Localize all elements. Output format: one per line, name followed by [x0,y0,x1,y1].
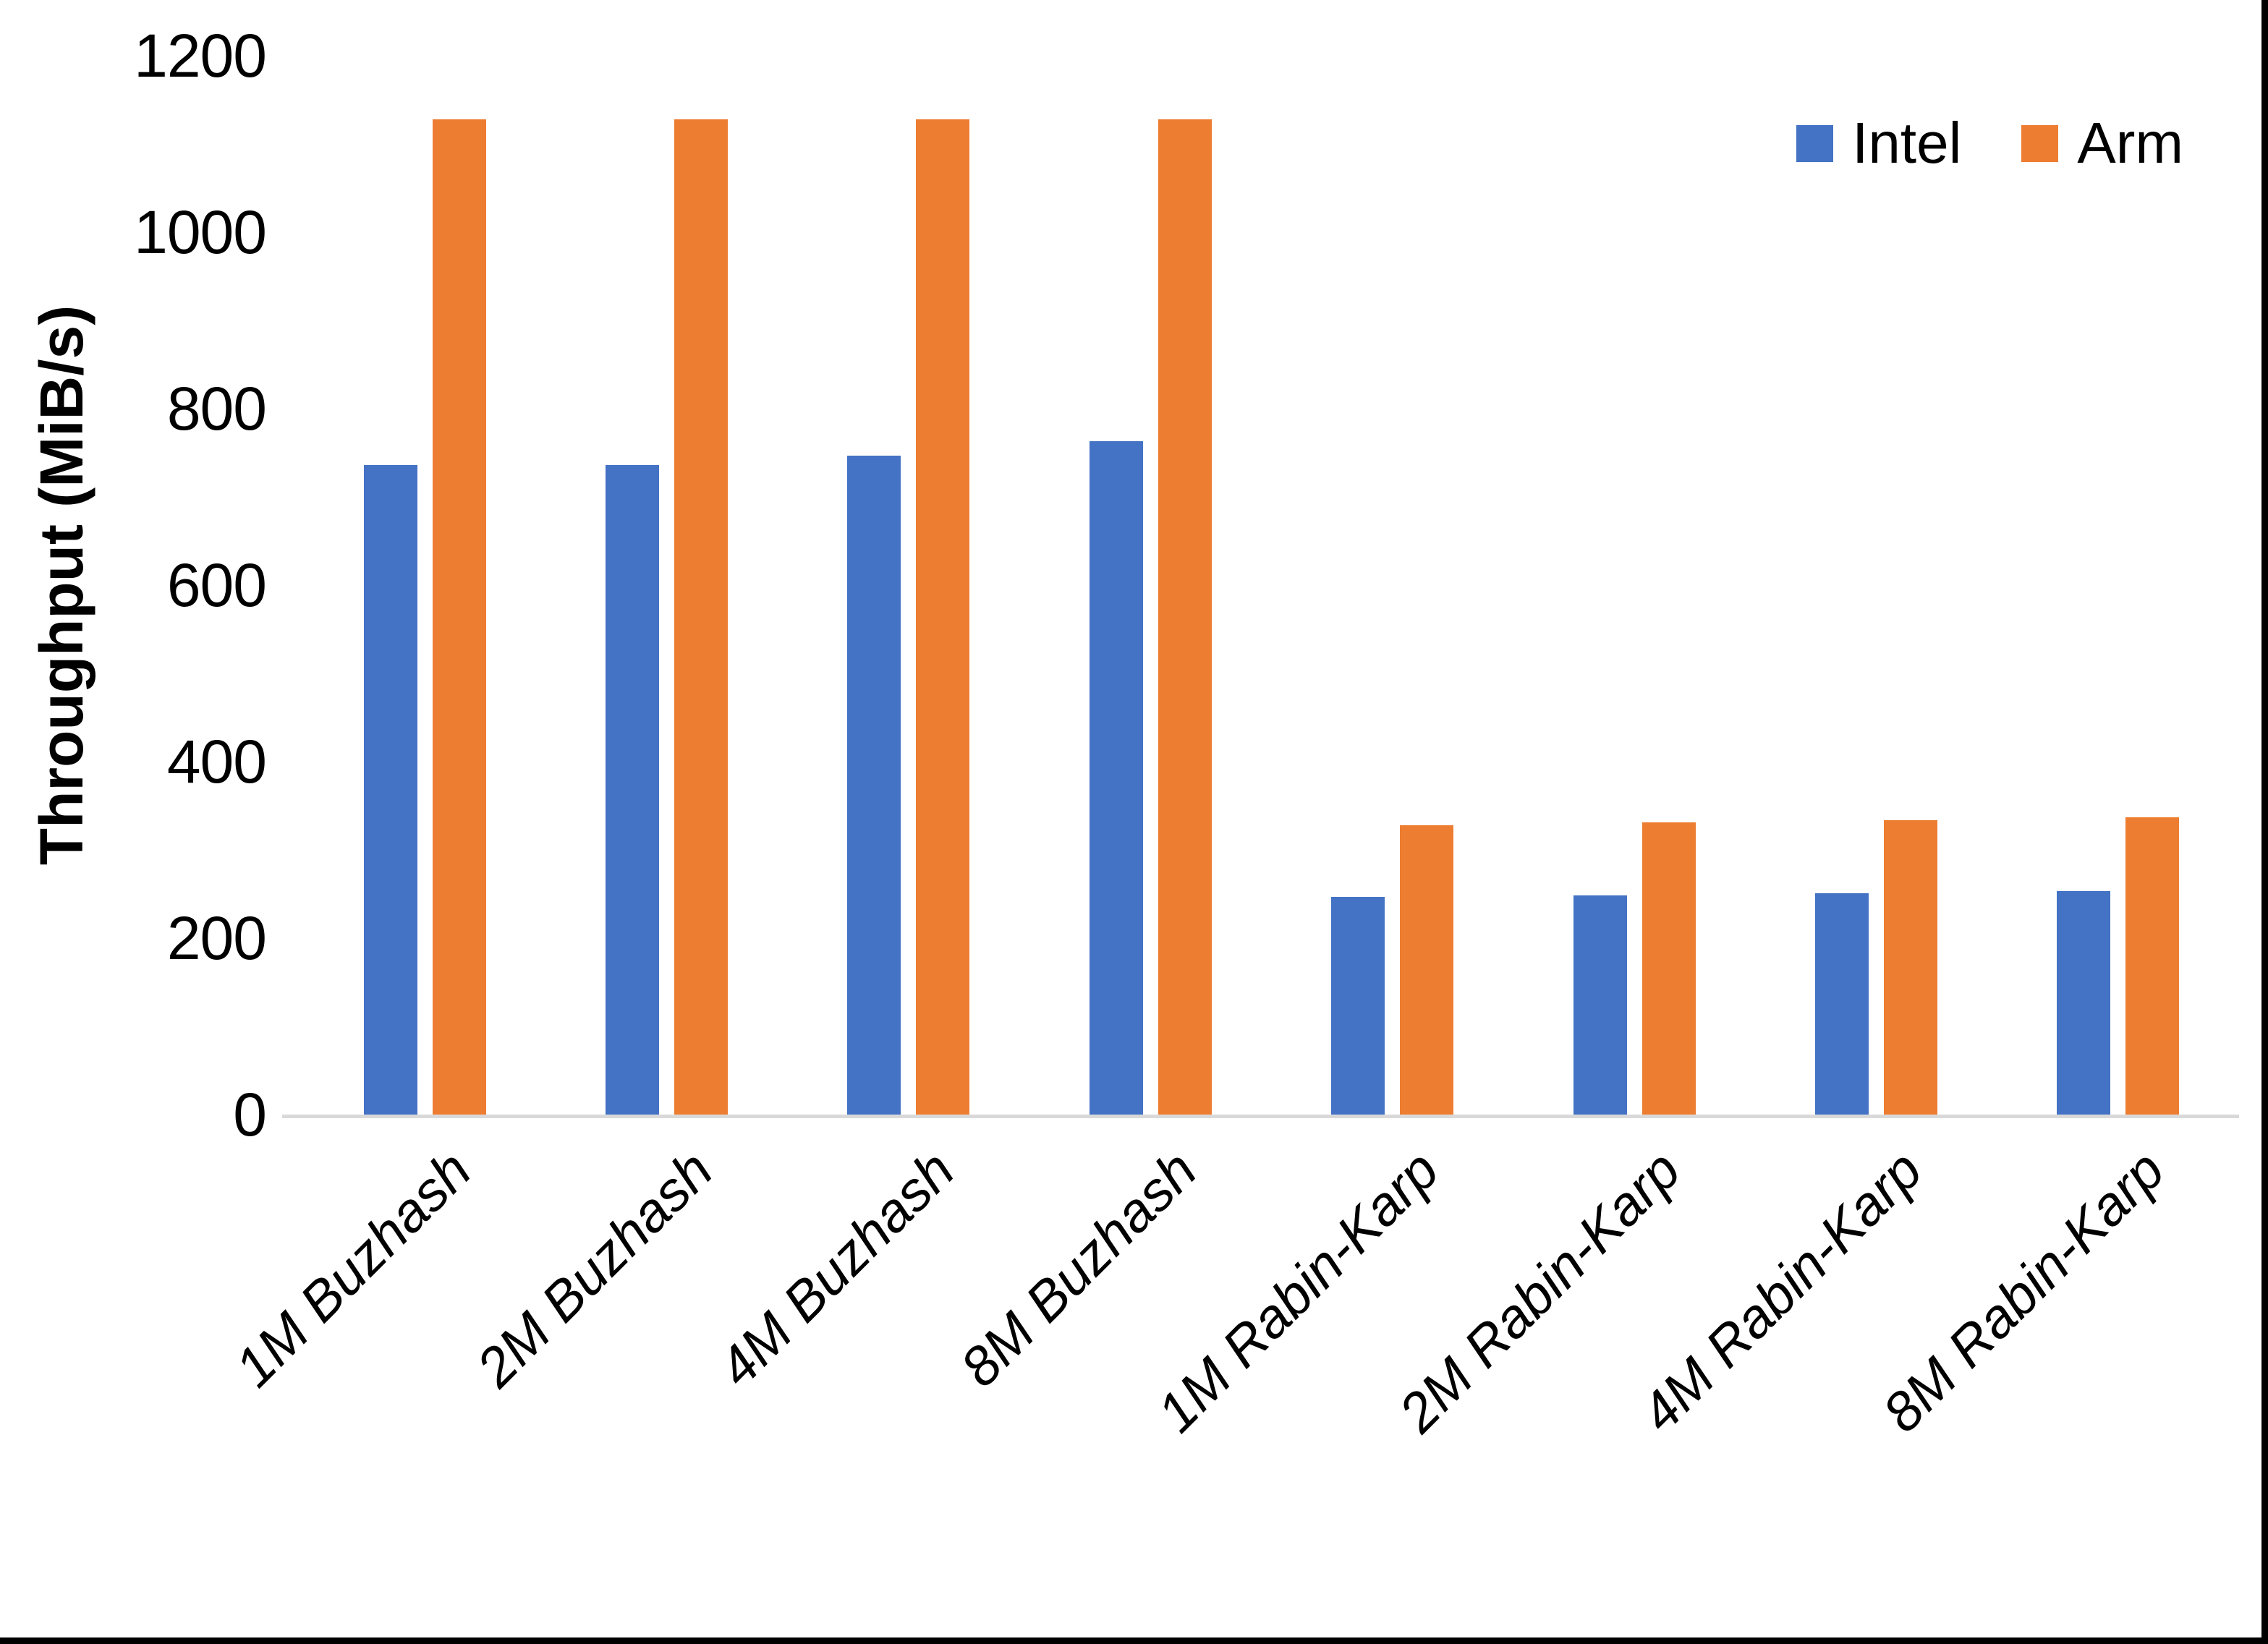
bar-group-1m-rabin-karp [1272,56,1513,1115]
legend-item-intel: Intel [1796,110,1961,176]
bar-arm-1m-rabin-karp [1400,825,1454,1115]
legend-label-intel: Intel [1852,111,1962,175]
bar-arm-2m-buzhash [674,119,729,1115]
bar-group-4m-rabin-karp [1755,56,1997,1115]
y-axis-tick-label-400: 400 [166,728,267,796]
x-axis-label-1m-buzhash: 1M Buzhash [223,1139,483,1399]
y-axis-tick-label-600: 600 [166,551,267,619]
legend-label-arm: Arm [2077,111,2183,175]
bar-arm-8m-rabin-karp [2125,817,2180,1115]
bar-group-2m-rabin-karp [1513,56,1755,1115]
y-axis-tick-label-1200: 1200 [134,22,267,90]
y-axis-tick-label-800: 800 [166,375,267,443]
bar-intel-1m-buzhash [363,465,417,1115]
bar-intel-2m-rabin-karp [1573,895,1627,1115]
y-axis-tick-label-1000: 1000 [134,198,267,266]
bar-intel-2m-buzhash [606,465,660,1115]
bar-group-4m-buzhash [788,56,1029,1115]
bar-group-8m-rabin-karp [1997,56,2239,1115]
legend-swatch-arm-icon [2021,124,2059,162]
bar-arm-8m-buzhash [1158,119,1212,1115]
legend: Intel Arm [1796,110,2183,176]
bar-arm-2m-rabin-karp [1641,822,1696,1115]
x-axis-label-8m-buzhash: 8M Buzhash [948,1139,1209,1399]
x-axis-label-4m-buzhash: 4M Buzhash [707,1139,967,1399]
legend-swatch-intel-icon [1796,124,1834,162]
bar-intel-4m-rabin-karp [1814,893,1869,1115]
bar-intel-8m-buzhash [1089,441,1143,1115]
bar-group-1m-buzhash [304,56,545,1115]
y-axis-tick-label-200: 200 [166,904,267,972]
frame-edge-right [2261,0,2268,1644]
bar-group-2m-buzhash [545,56,787,1115]
bar-intel-4m-buzhash [847,455,901,1115]
x-axis-line [282,1115,2239,1118]
x-axis-label-2m-buzhash: 2M Buzhash [464,1139,725,1399]
legend-item-arm: Arm [2021,110,2183,176]
y-axis-tick-label-0: 0 [233,1081,267,1149]
plot-area [304,56,2239,1115]
bar-intel-8m-rabin-karp [2057,891,2111,1115]
bar-arm-1m-buzhash [432,119,486,1115]
bar-arm-4m-rabin-karp [1883,819,1937,1115]
bar-group-8m-buzhash [1029,56,1271,1115]
bar-arm-4m-buzhash [916,119,970,1115]
frame-edge-bottom [0,1637,2268,1644]
bar-intel-1m-rabin-karp [1331,896,1385,1115]
